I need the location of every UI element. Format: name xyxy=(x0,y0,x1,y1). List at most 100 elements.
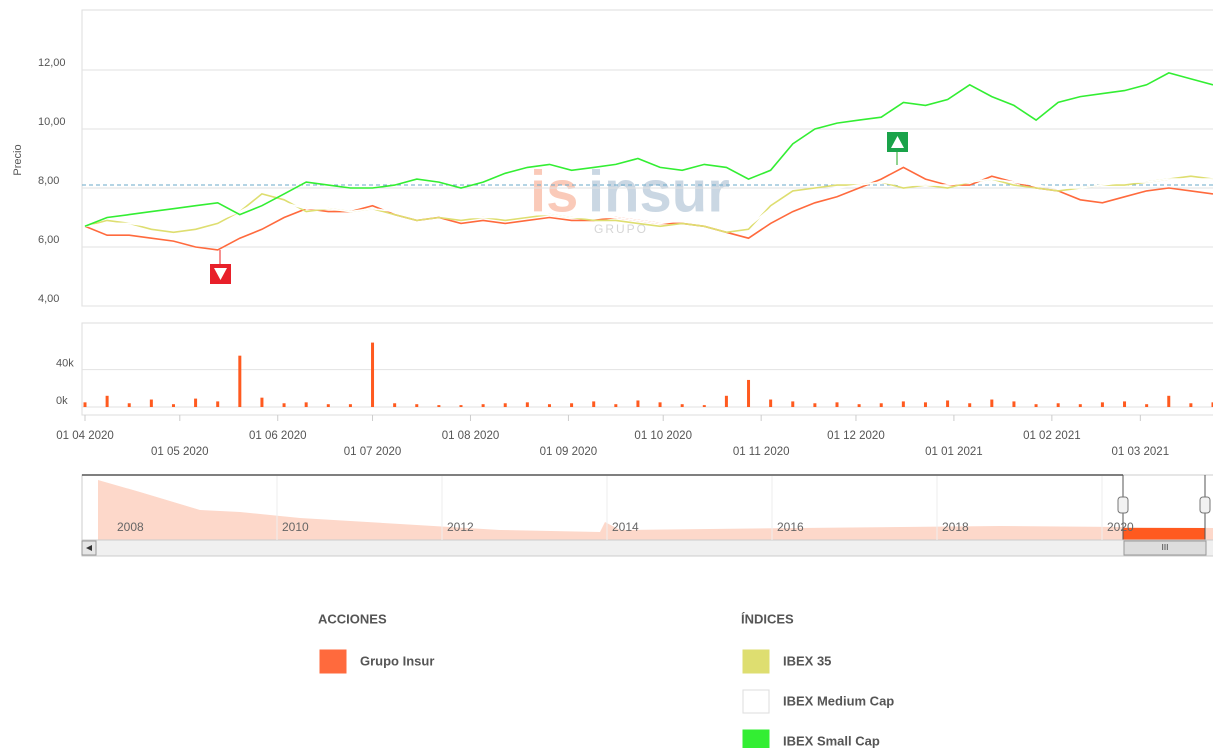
volume-bar xyxy=(348,404,352,407)
navigator-label: 2008 xyxy=(117,520,144,534)
volume-bar xyxy=(1123,401,1127,407)
volume-bar xyxy=(1034,404,1038,407)
volume-bar xyxy=(813,403,817,407)
volume-bar xyxy=(747,379,751,407)
watermark-brand: insur xyxy=(588,159,730,224)
volume-bar xyxy=(415,404,419,407)
volume-bar xyxy=(968,403,972,407)
volume-bar xyxy=(791,401,795,407)
legend-swatch xyxy=(319,649,347,674)
y-tick-label: 10,00 xyxy=(38,116,66,128)
x-tick-label: 01 10 2020 xyxy=(634,430,692,442)
y-tick-label: 0k xyxy=(56,395,68,407)
volume-bar xyxy=(83,402,87,407)
legend-label: Grupo Insur xyxy=(360,653,434,668)
volume-bar xyxy=(901,401,905,407)
volume-bar xyxy=(326,404,330,407)
sell-flag xyxy=(210,250,231,284)
volume-bar xyxy=(1167,395,1171,407)
price-frame xyxy=(81,9,1213,307)
volume-bar xyxy=(194,398,198,407)
legend-swatch xyxy=(742,729,770,748)
volume-frame xyxy=(81,322,1213,416)
volume-bar xyxy=(724,395,728,407)
volume-bar xyxy=(658,402,662,407)
volume-bar xyxy=(216,401,220,407)
volume-bar xyxy=(702,405,706,407)
volume-bar xyxy=(636,400,640,407)
y-tick-label: 6,00 xyxy=(38,234,59,246)
navigator: III xyxy=(81,474,1213,557)
volume-bar xyxy=(371,342,375,407)
volume-bar xyxy=(149,399,153,407)
legend-title: ACCIONES xyxy=(318,611,387,626)
legend-label: IBEX 35 xyxy=(783,653,831,668)
navigator-label: 2020 xyxy=(1107,520,1134,534)
x-tick-label: 01 06 2020 xyxy=(249,430,307,442)
x-tick-label: 01 09 2020 xyxy=(540,446,598,458)
x-tick-label: 01 01 2021 xyxy=(925,446,983,458)
buy-flag xyxy=(887,132,908,165)
volume-bar xyxy=(769,399,773,407)
volume-bar xyxy=(592,401,596,407)
volume-bar xyxy=(437,405,441,407)
volume-bar xyxy=(105,395,109,407)
volume-bar xyxy=(503,403,507,407)
series-line xyxy=(84,175,1213,234)
x-tick-label: 01 12 2020 xyxy=(827,430,885,442)
volume-bar xyxy=(1189,403,1193,407)
x-tick-label: 01 05 2020 xyxy=(151,446,209,458)
volume-bar xyxy=(282,403,286,407)
series-line xyxy=(84,178,1213,231)
volume-bar xyxy=(1211,402,1213,407)
navigator-label: 2018 xyxy=(942,520,969,534)
x-tick-label: 01 07 2020 xyxy=(344,446,402,458)
volume-bar xyxy=(127,403,131,407)
legend-swatch xyxy=(742,689,770,714)
volume-bar xyxy=(1100,402,1104,407)
x-tick-label: 01 02 2021 xyxy=(1023,430,1081,442)
y-tick-label: 4,00 xyxy=(38,293,59,305)
volume-bar xyxy=(835,402,839,407)
volume-bar xyxy=(393,403,397,407)
legend-label: IBEX Medium Cap xyxy=(783,693,894,708)
watermark-sub: GRUPO xyxy=(594,222,648,236)
volume-bar xyxy=(990,399,994,407)
volume-bar xyxy=(1056,403,1060,407)
volume-bar xyxy=(879,403,883,407)
navigator-label: 2012 xyxy=(447,520,474,534)
volume-bar xyxy=(481,404,485,407)
volume-bar xyxy=(260,397,264,407)
watermark: is insur GRUPO xyxy=(530,159,730,236)
legend-swatch xyxy=(742,649,770,674)
navigator-label: 2016 xyxy=(777,520,804,534)
navigator-label: 2010 xyxy=(282,520,309,534)
volume-bar xyxy=(946,400,950,407)
x-tick-label: 01 11 2020 xyxy=(733,446,790,458)
legend-title: ÍNDICES xyxy=(741,611,794,626)
volume-bar xyxy=(570,403,574,407)
x-tick-label: 01 04 2020 xyxy=(56,430,114,442)
series-line xyxy=(84,72,1213,228)
scroll-grip: III xyxy=(1162,543,1169,552)
navigator-label: 2014 xyxy=(612,520,639,534)
volume-bar xyxy=(238,355,242,407)
volume-bar xyxy=(923,402,927,407)
volume-bar xyxy=(1012,401,1016,407)
volume-bar xyxy=(547,404,551,407)
volume-bar xyxy=(614,404,618,407)
y-tick-label: 12,00 xyxy=(38,57,66,69)
volume-bar xyxy=(525,402,529,407)
volume-bar xyxy=(680,404,684,407)
volume-bar xyxy=(171,404,175,407)
legend-label: IBEX Small Cap xyxy=(783,733,880,748)
volume-bar xyxy=(1078,404,1082,407)
volume-bar xyxy=(459,405,463,407)
volume-bar xyxy=(304,402,308,407)
x-tick-label: 01 08 2020 xyxy=(442,430,500,442)
volume-bar xyxy=(1145,404,1149,407)
y-axis-label: Precio xyxy=(12,144,24,175)
y-tick-label: 8,00 xyxy=(38,175,59,187)
x-tick-label: 01 03 2021 xyxy=(1112,446,1170,458)
